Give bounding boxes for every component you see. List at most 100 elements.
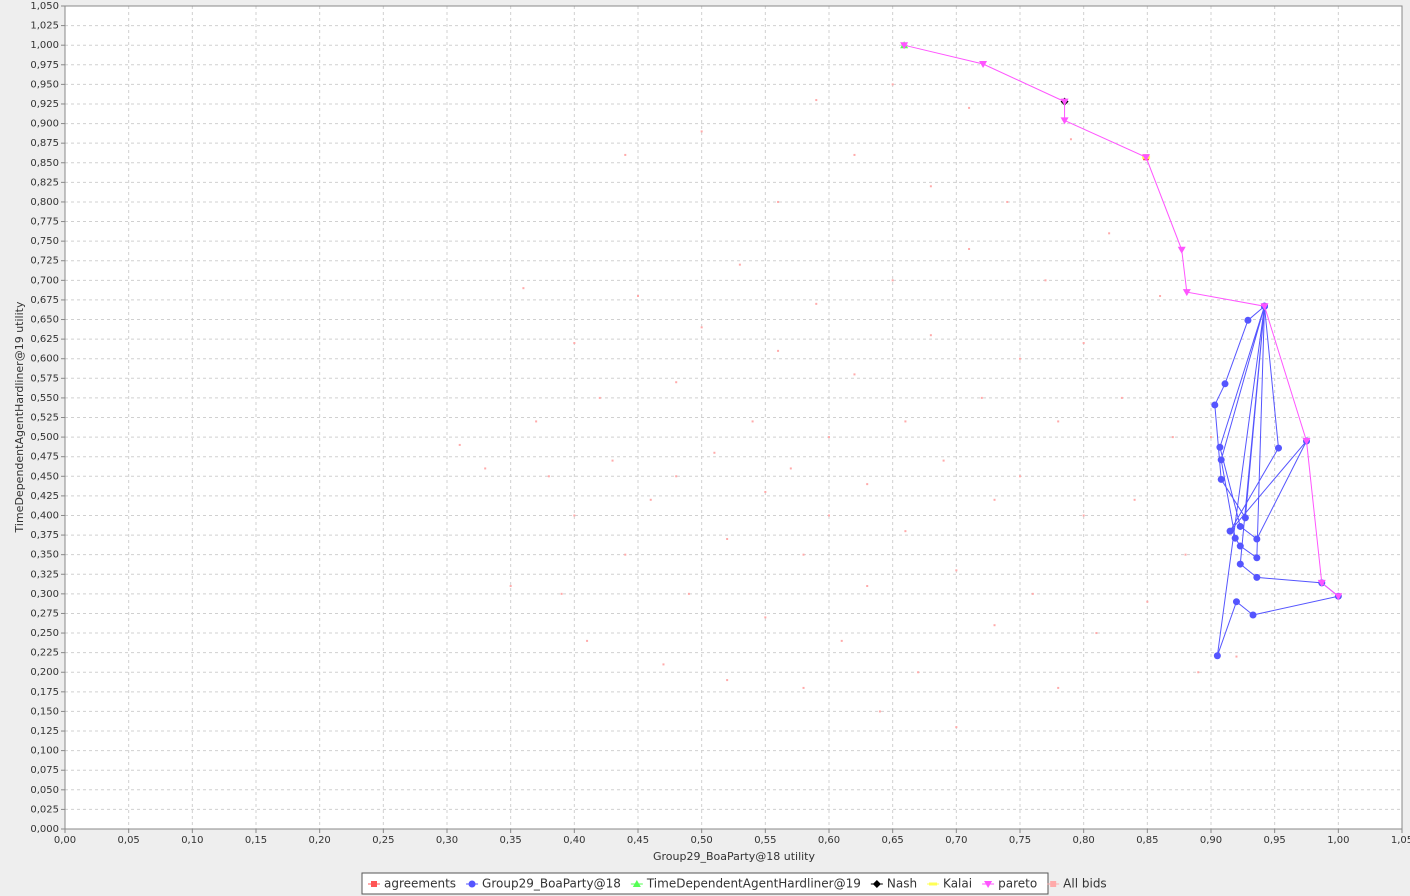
data-point — [968, 247, 971, 250]
data-point — [1146, 600, 1149, 603]
data-point — [866, 585, 869, 588]
y-tick-label: 0,400 — [30, 510, 59, 521]
data-point — [1249, 611, 1257, 619]
data-point — [484, 467, 487, 470]
legend-label: All bids — [1063, 877, 1107, 891]
x-tick-label: 0,90 — [1200, 835, 1222, 846]
y-tick-label: 0,750 — [30, 236, 59, 247]
data-point — [1057, 420, 1060, 423]
y-tick-label: 0,325 — [30, 569, 59, 580]
data-point — [840, 639, 843, 642]
y-tick-label: 0,875 — [30, 138, 59, 149]
data-point — [1260, 303, 1269, 311]
x-tick-label: 0,40 — [563, 835, 585, 846]
y-tick-label: 0,550 — [30, 393, 59, 404]
x-tick-label: 0,60 — [818, 835, 840, 846]
data-point — [1216, 443, 1224, 451]
legend-label: Kalai — [943, 877, 972, 891]
legend-marker — [468, 880, 476, 888]
data-point — [1241, 514, 1249, 522]
y-tick-label: 0,100 — [30, 746, 59, 757]
data-point — [1082, 514, 1085, 517]
data-point — [726, 537, 729, 540]
y-tick-label: 0,675 — [30, 295, 59, 306]
data-point — [968, 106, 971, 109]
data-point — [1236, 542, 1244, 550]
y-tick-label: 0,025 — [30, 804, 59, 815]
data-point — [1211, 401, 1219, 409]
legend-marker — [1050, 881, 1057, 887]
data-point — [586, 639, 589, 642]
y-tick-label: 0,800 — [30, 197, 59, 208]
x-tick-label: 1,05 — [1391, 835, 1410, 846]
data-point — [802, 686, 805, 689]
x-tick-label: 0,30 — [436, 835, 458, 846]
data-point — [878, 710, 881, 713]
data-point — [942, 459, 945, 462]
data-point — [535, 420, 538, 423]
data-point — [1231, 534, 1239, 542]
legend-label: agreements — [384, 877, 456, 891]
data-point — [573, 342, 576, 345]
x-tick-label: 0,75 — [1009, 835, 1031, 846]
data-point — [764, 616, 767, 619]
data-point — [900, 42, 909, 50]
data-point — [1221, 380, 1229, 388]
x-tick-label: 0,70 — [945, 835, 967, 846]
x-tick-label: 0,80 — [1073, 835, 1095, 846]
y-tick-label: 0,450 — [30, 471, 59, 482]
data-point — [1210, 436, 1212, 439]
x-tick-label: 0,45 — [627, 835, 649, 846]
data-point — [675, 475, 678, 478]
y-tick-label: 0,500 — [30, 432, 59, 443]
x-tick-label: 0,50 — [691, 835, 713, 846]
data-point — [1253, 554, 1261, 562]
data-point — [929, 185, 932, 188]
data-point — [789, 467, 792, 470]
y-axis-label: TimeDependentAgentHardliner@19 utility — [13, 301, 26, 533]
x-tick-label: 0,85 — [1136, 835, 1158, 846]
data-point — [560, 592, 563, 595]
data-point — [1253, 573, 1261, 581]
y-tick-label: 0,950 — [30, 79, 59, 90]
legend-label: TimeDependentAgentHardliner@19 — [646, 877, 861, 891]
x-tick-label: 0,15 — [245, 835, 267, 846]
data-point — [1217, 475, 1225, 483]
y-tick-label: 1,025 — [30, 21, 59, 32]
legend-marker — [872, 880, 881, 888]
data-point — [1232, 598, 1240, 606]
data-point — [828, 514, 830, 517]
x-tick-label: 1,00 — [1327, 835, 1349, 846]
y-tick-label: 0,775 — [30, 217, 59, 228]
y-tick-label: 0,275 — [30, 608, 59, 619]
y-tick-label: 0,300 — [30, 589, 59, 600]
y-tick-label: 0,975 — [30, 60, 59, 71]
data-point — [853, 373, 856, 376]
data-point — [802, 553, 805, 556]
data-point — [1082, 342, 1085, 345]
data-point — [1031, 592, 1034, 595]
data-point — [624, 153, 627, 156]
data-point — [777, 349, 780, 352]
data-point — [1274, 444, 1282, 452]
data-point — [649, 498, 652, 501]
data-point — [713, 451, 716, 454]
data-point — [815, 99, 818, 102]
data-point — [509, 585, 512, 588]
y-tick-label: 0,700 — [30, 275, 59, 286]
data-point — [815, 302, 818, 305]
data-point — [993, 624, 996, 627]
data-point — [1133, 498, 1136, 501]
data-point — [1044, 279, 1047, 282]
y-tick-label: 0,850 — [30, 158, 59, 169]
data-point — [662, 663, 665, 666]
y-tick-label: 0,250 — [30, 628, 59, 639]
y-tick-label: 0,375 — [30, 530, 59, 541]
y-tick-label: 0,725 — [30, 256, 59, 267]
x-tick-label: 0,95 — [1264, 835, 1286, 846]
legend-marker — [929, 882, 938, 886]
data-point — [955, 726, 958, 729]
data-point — [904, 530, 907, 533]
y-tick-label: 0,175 — [30, 687, 59, 698]
